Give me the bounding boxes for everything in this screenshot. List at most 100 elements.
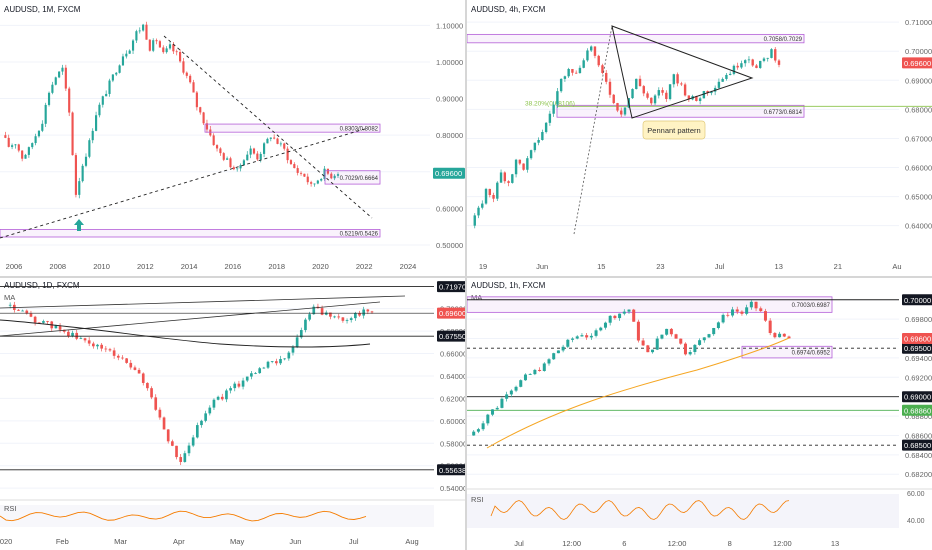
candle-body <box>679 338 683 344</box>
candle-body <box>618 313 622 319</box>
candle-body <box>68 88 71 113</box>
candle-body <box>229 158 232 168</box>
candle-body <box>754 301 758 309</box>
candle-body <box>345 320 349 321</box>
candle-body <box>333 316 336 318</box>
candle-body <box>249 148 252 155</box>
candle-body <box>740 63 743 68</box>
candle-body <box>567 68 570 77</box>
candle-body <box>574 72 578 74</box>
candle-body <box>745 307 749 314</box>
candle-body <box>204 413 207 421</box>
y-tick-label: 0.64000 <box>440 372 465 381</box>
candle-body <box>37 322 41 324</box>
candle-body <box>137 369 141 374</box>
candle-body <box>150 388 153 398</box>
pennant-callout: Pennant pattern <box>647 126 700 135</box>
candle-body <box>612 94 615 104</box>
h4-chart-panel[interactable]: 0.71000 0.70000 0.69000 0.68000 0.67000 0.660… <box>467 0 932 276</box>
candle-body <box>289 160 293 165</box>
y-tick-label: 0.62000 <box>440 394 465 403</box>
candle-body <box>492 194 495 199</box>
candle-body <box>586 50 589 61</box>
candle-body <box>354 313 357 319</box>
candle-body <box>341 317 345 321</box>
horizontal-divider[interactable] <box>0 276 932 278</box>
candle-body <box>166 429 170 442</box>
h1-chart-panel[interactable]: 0.70000 0.69800 0.69600 0.69400 0.69200 0.690… <box>467 278 932 550</box>
monthly-chart-panel[interactable]: 1.100001.000000.900000.800000.700000.600… <box>0 0 465 276</box>
candle-body <box>29 313 33 317</box>
level-badge-bg <box>437 330 465 342</box>
candle-body <box>702 337 706 341</box>
daily-chart-panel[interactable]: 0.700000.680000.660000.640000.620000.600… <box>0 278 465 550</box>
vertical-divider[interactable] <box>465 0 467 550</box>
y-tick-label: 0.65000 <box>905 193 932 202</box>
y-tick-label: 0.90000 <box>436 95 463 104</box>
candle-body <box>326 168 329 174</box>
x-tick-label: 2012 <box>137 262 154 271</box>
candle-body <box>597 55 600 66</box>
candle-body <box>665 92 668 99</box>
candle-body <box>519 380 523 387</box>
candle-body <box>222 153 225 160</box>
x-tick-label: 19 <box>479 262 487 271</box>
rsi-label: RSI <box>4 504 17 513</box>
candle-body <box>599 327 603 331</box>
candle-body <box>695 96 698 101</box>
candle-body <box>676 74 679 84</box>
x-tick-label: 6 <box>622 539 626 548</box>
candle-body <box>258 368 262 374</box>
candle-body <box>605 72 608 82</box>
candle-body <box>766 57 769 59</box>
x-tick-label: Au <box>892 262 901 271</box>
y-tick-label: 0.71000 <box>905 18 932 27</box>
candle-body <box>125 358 128 363</box>
candle-body <box>603 322 607 328</box>
price-badge-bg <box>437 307 465 319</box>
trendline-resistance <box>163 35 373 219</box>
candle-body <box>509 390 513 395</box>
candle-body <box>92 343 95 347</box>
candle-body <box>749 301 753 308</box>
candle-body <box>472 431 476 436</box>
candle-body <box>185 72 188 76</box>
candle-body <box>336 174 340 176</box>
candle-body <box>636 321 640 341</box>
chart-title: AUDUSD, 4h, FXCM <box>471 5 546 14</box>
price-badge-bg <box>902 333 932 345</box>
zone-upper <box>204 123 381 133</box>
candle-body <box>108 349 112 351</box>
candle-body <box>286 148 289 161</box>
candle-body <box>559 78 563 92</box>
candle-body <box>608 81 612 95</box>
candle-body <box>100 344 103 349</box>
candle-body <box>578 67 582 74</box>
candle-body <box>370 311 374 313</box>
candle-body <box>320 179 323 181</box>
candle-body <box>232 167 235 170</box>
x-tick-label: 2016 <box>225 262 242 271</box>
daily-chart: 0.700000.680000.660000.640000.620000.600… <box>0 281 465 546</box>
candle-body <box>14 144 17 146</box>
candle-body <box>473 215 476 226</box>
candle-body <box>64 67 67 89</box>
x-tick-label: 8 <box>728 539 732 548</box>
candle-body <box>273 137 276 139</box>
candle-body <box>179 457 183 462</box>
candle-body <box>61 67 64 72</box>
candle-body <box>129 362 133 368</box>
x-tick-label: 2020 <box>0 537 12 546</box>
candle-body <box>115 72 118 75</box>
candle-body <box>183 453 187 462</box>
candle-body <box>47 92 51 105</box>
candle-body <box>774 49 777 61</box>
candle-body <box>496 182 499 199</box>
candle-body <box>616 103 619 111</box>
candle-body <box>503 172 507 182</box>
candle-body <box>362 309 366 316</box>
channel-bottom-line <box>0 301 381 337</box>
candle-body <box>200 420 203 426</box>
candle-body <box>773 333 777 338</box>
candle-body <box>256 153 259 160</box>
